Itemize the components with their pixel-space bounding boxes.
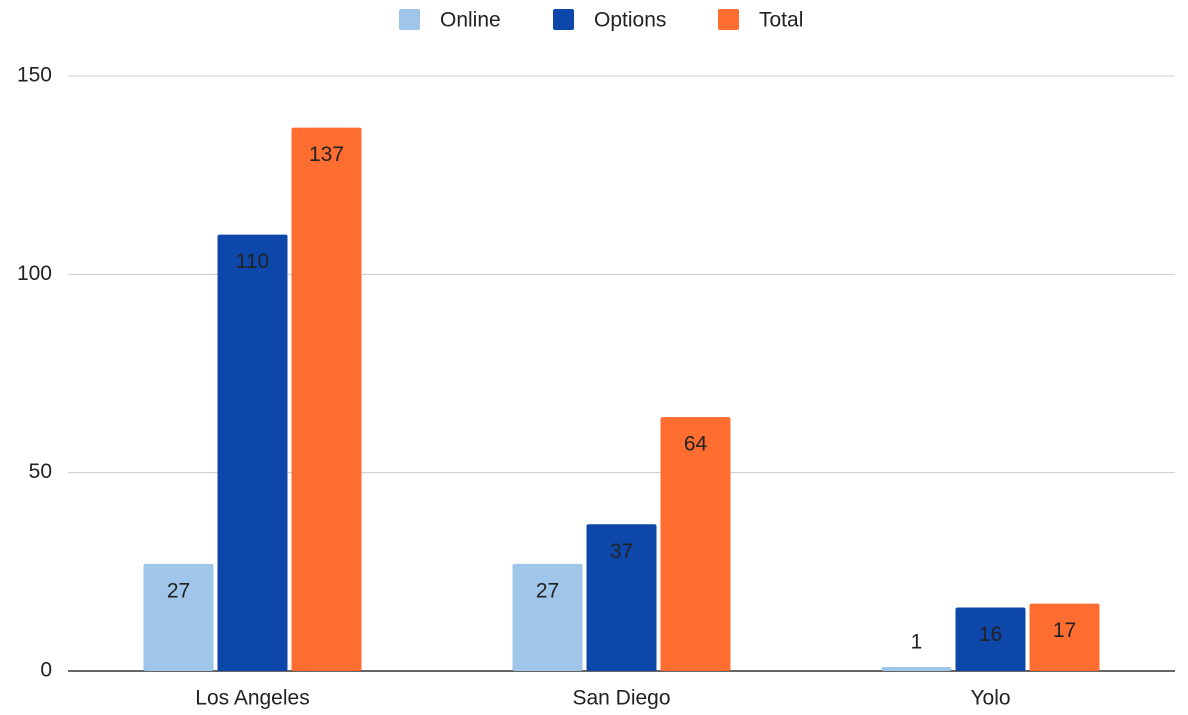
y-tick-label: 150 <box>17 64 52 87</box>
bar <box>1029 603 1100 671</box>
data-label: 64 <box>684 433 708 456</box>
bar <box>291 127 362 672</box>
x-tick-label: Los Angeles <box>195 687 309 710</box>
bar <box>660 417 731 671</box>
legend-label: Online <box>440 9 501 32</box>
legend-swatch <box>718 9 739 30</box>
bar <box>217 234 288 671</box>
y-tick-label: 0 <box>40 659 52 682</box>
y-tick-label: 100 <box>17 262 52 285</box>
y-tick-label: 50 <box>29 460 52 483</box>
data-label: 110 <box>236 250 269 273</box>
data-label: 1 <box>911 631 923 654</box>
bar <box>586 524 657 671</box>
legend-swatch <box>399 9 420 30</box>
x-tick-label: San Diego <box>572 687 670 710</box>
bar <box>881 667 952 671</box>
bar <box>143 563 214 671</box>
legend-label: Total <box>759 9 803 32</box>
bar <box>512 563 583 671</box>
x-tick-label: Yolo <box>970 687 1010 710</box>
data-label: 137 <box>309 143 344 166</box>
data-label: 27 <box>536 579 559 602</box>
bar <box>955 607 1026 671</box>
data-label: 37 <box>610 540 633 563</box>
legend-label: Options <box>594 9 666 32</box>
data-label: 16 <box>979 623 1002 646</box>
data-label: 27 <box>167 579 190 602</box>
data-label: 17 <box>1053 619 1076 642</box>
legend-swatch <box>553 9 574 30</box>
